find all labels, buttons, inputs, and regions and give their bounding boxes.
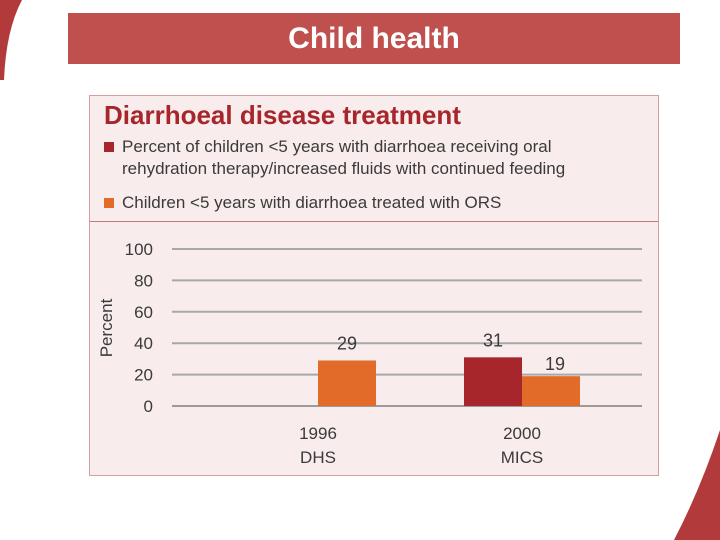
bar bbox=[318, 360, 376, 406]
bar bbox=[464, 357, 522, 406]
legend-swatch-ort bbox=[104, 142, 114, 152]
legend-label-ort-line1: Percent of children <5 years with diarrh… bbox=[122, 137, 552, 156]
data-label: 31 bbox=[483, 330, 503, 350]
x-tick-label: DHS bbox=[300, 448, 336, 467]
y-tick-label: 20 bbox=[134, 366, 153, 385]
legend-label-ort-line2: rehydration therapy/increased fluids wit… bbox=[122, 159, 566, 178]
chart-panel: Diarrhoeal disease treatment Percent of … bbox=[89, 95, 659, 476]
y-axis-label: Percent bbox=[97, 298, 116, 357]
corner-decoration-top-left bbox=[0, 0, 22, 80]
legend-swatch-ors bbox=[104, 198, 114, 208]
y-tick-label: 80 bbox=[134, 271, 153, 290]
corner-decoration-bottom-right bbox=[674, 430, 720, 540]
data-label: 29 bbox=[337, 333, 357, 353]
data-label: 19 bbox=[545, 354, 565, 374]
slide-title: Child health bbox=[68, 13, 680, 64]
y-tick-label: 60 bbox=[134, 303, 153, 322]
y-tick-label: 40 bbox=[134, 334, 153, 353]
y-tick-label: 0 bbox=[144, 397, 153, 416]
legend-item-ort: Percent of children <5 years with diarrh… bbox=[104, 136, 622, 180]
chart-title: Diarrhoeal disease treatment bbox=[104, 100, 461, 130]
bar bbox=[522, 376, 580, 406]
x-tick-label: MICS bbox=[501, 448, 544, 467]
y-tick-label: 100 bbox=[125, 240, 153, 259]
x-tick-label: 2000 bbox=[503, 424, 541, 443]
x-tick-label: 1996 bbox=[299, 424, 337, 443]
legend-label-ors: Children <5 years with diarrhoea treated… bbox=[122, 193, 502, 212]
legend-item-ors: Children <5 years with diarrhoea treated… bbox=[104, 192, 622, 214]
bar-chart: 0 20 40 60 80 100 Percent 29 1996 DHS 31 19 2000 MICS bbox=[97, 240, 642, 467]
chart-header: Diarrhoeal disease treatment Percent of … bbox=[90, 96, 658, 222]
